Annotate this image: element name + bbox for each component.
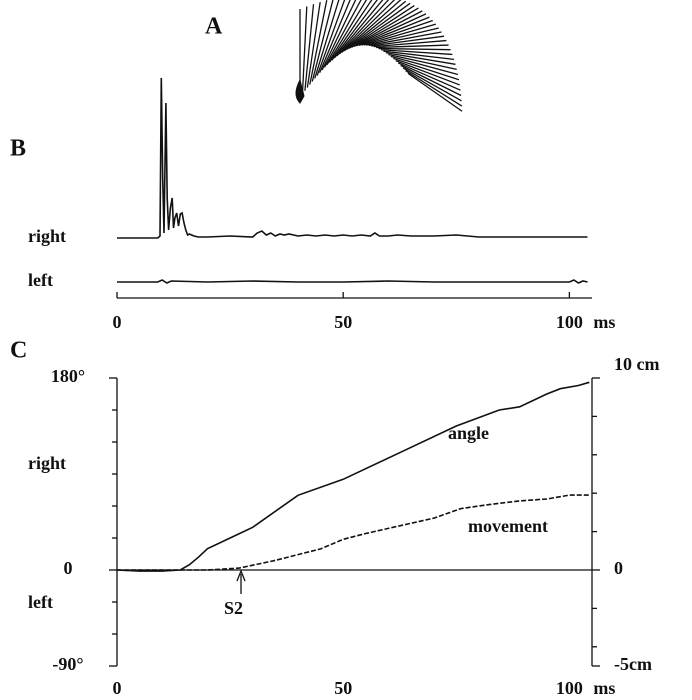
leg-stroke xyxy=(393,57,460,81)
leg-stroke xyxy=(336,0,390,57)
leg-stroke xyxy=(395,60,460,86)
leg-stroke xyxy=(311,0,334,82)
leg-stroke xyxy=(363,23,437,46)
leg-stroke xyxy=(397,62,461,91)
x-unit: ms xyxy=(593,678,615,698)
leg-stroke xyxy=(351,7,419,48)
leg-stroke xyxy=(407,72,463,112)
trace xyxy=(117,77,588,239)
trace xyxy=(117,279,588,284)
leg-stroke xyxy=(306,1,321,88)
annotation: left xyxy=(28,592,53,612)
leg-stroke xyxy=(400,64,462,97)
leg-stroke xyxy=(383,50,455,60)
leg-stroke xyxy=(338,0,396,55)
x-tick-label: 0 xyxy=(113,678,122,698)
leg-stroke xyxy=(321,0,357,71)
leg-stroke xyxy=(328,0,373,63)
annotation: S2 xyxy=(224,598,243,618)
x-tick-label: 0 xyxy=(113,312,122,332)
series-label: angle xyxy=(448,423,489,443)
leg-stroke xyxy=(314,0,340,79)
leg-stroke xyxy=(378,47,451,51)
y-tick-label: 0 xyxy=(64,558,73,578)
leg-stroke xyxy=(405,70,463,107)
leg-stroke xyxy=(373,39,447,48)
leg-stroke xyxy=(323,0,362,68)
panel-label: A xyxy=(205,14,223,40)
leg-stroke xyxy=(380,49,453,56)
y2-tick-label: 10 cm xyxy=(614,354,659,374)
leg-stroke xyxy=(376,44,449,49)
x-tick-label: 50 xyxy=(334,678,352,698)
leg-stroke xyxy=(333,0,384,59)
leg-stroke xyxy=(371,35,445,47)
leg-stroke xyxy=(316,0,346,76)
annotation: right xyxy=(28,453,66,473)
leg-stroke xyxy=(304,4,315,91)
y2-tick-label: 0 xyxy=(614,558,623,578)
leg-stroke xyxy=(343,0,407,52)
panel-label: B xyxy=(10,136,26,162)
leg-stroke xyxy=(368,31,442,47)
leg-stroke xyxy=(348,5,415,49)
leg-stroke xyxy=(366,27,439,46)
leg-stroke xyxy=(358,16,430,46)
y-tick-label: -90° xyxy=(52,654,83,674)
leg-stroke xyxy=(341,0,402,53)
leg-stroke xyxy=(301,6,308,94)
y-tick-label: 180° xyxy=(51,366,85,386)
series-label: left xyxy=(28,270,53,290)
leg-stroke xyxy=(388,53,457,71)
series-label: movement xyxy=(468,516,548,536)
leg-stroke xyxy=(346,2,411,50)
angle-line xyxy=(116,381,590,572)
series-label: right xyxy=(28,226,66,246)
y2-tick-label: -5cm xyxy=(614,654,652,674)
leg-stroke xyxy=(361,19,433,46)
leg-stroke xyxy=(331,0,378,61)
leg-stroke xyxy=(385,52,456,65)
leg-stroke xyxy=(390,55,459,76)
leg-stroke xyxy=(309,0,328,85)
leg-stroke xyxy=(402,67,462,102)
panel-label: C xyxy=(10,338,27,364)
movement-line xyxy=(117,494,590,571)
leg-drawing xyxy=(295,0,463,112)
leg-stroke xyxy=(326,0,368,66)
leg-stroke xyxy=(356,13,427,47)
leg-stroke xyxy=(353,10,423,48)
arrow-head xyxy=(236,569,246,582)
x-unit: ms xyxy=(593,312,615,332)
leg-base xyxy=(295,78,305,104)
x-tick-label: 100 xyxy=(556,678,583,698)
x-tick-label: 50 xyxy=(334,312,352,332)
x-tick-label: 100 xyxy=(556,312,583,332)
leg-stroke xyxy=(319,0,351,73)
